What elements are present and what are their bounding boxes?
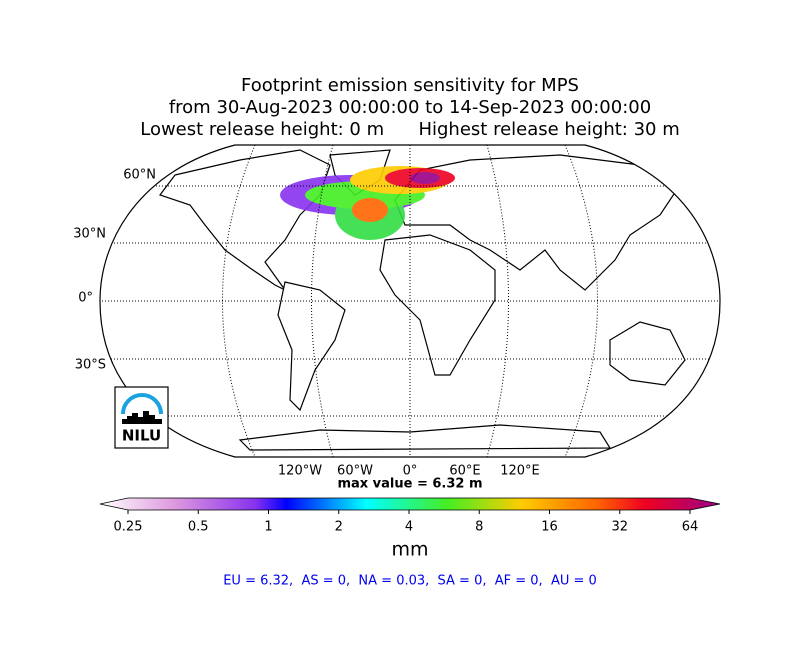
- lon-label: 0°: [403, 464, 418, 479]
- south-america: [277, 281, 346, 412]
- colorbar-tick-label: 0.25: [114, 520, 143, 535]
- colorbar-tick-label: 32: [611, 520, 628, 535]
- region-summary: EU = 6.32, AS = 0, NA = 0.03, SA = 0, AF…: [223, 574, 597, 589]
- map-border: [99, 144, 721, 458]
- logo-text: NILU: [122, 427, 161, 445]
- lat-labels: 60°N 30°N 0° 30°S: [73, 168, 156, 373]
- map: [100, 145, 720, 457]
- title: Footprint emission sensitivity for MPS f…: [140, 75, 680, 140]
- title-line: Lowest release height: 0 m Highest relea…: [140, 119, 680, 140]
- colorbar-tick-label: 16: [541, 520, 558, 535]
- lat-label: 30°S: [75, 358, 106, 373]
- lon-labels: 120°W 60°W 0° 60°E 120°E: [278, 464, 540, 479]
- colorbar-tick-label: 4: [405, 520, 413, 535]
- title-line: Footprint emission sensitivity for MPS: [241, 75, 579, 96]
- footprint: [280, 166, 455, 240]
- lat-label: 0°: [78, 291, 93, 306]
- lon-label: 120°E: [500, 464, 540, 479]
- logo: NILU: [114, 386, 169, 449]
- colorbar-tick-label: 2: [335, 520, 343, 535]
- colorbar-fill: [99, 497, 721, 511]
- colorbar-tick-label: 1: [264, 520, 272, 535]
- colorbar-label: mm: [391, 539, 428, 561]
- antarctica: [238, 424, 612, 451]
- lon-label: 60°W: [337, 464, 373, 479]
- australia: [609, 321, 686, 386]
- colorbar: mm 0.25 0.5 1 2 4 8 16 32 64: [99, 497, 721, 561]
- lat-label: 30°N: [73, 227, 106, 242]
- eurasia: [394, 154, 681, 291]
- max-value: max value = 6.32 m: [337, 477, 482, 492]
- title-line: from 30-Aug-2023 00:00:00 to 14-Sep-2023…: [169, 97, 651, 118]
- africa: [379, 234, 496, 376]
- lon-label: 60°E: [449, 464, 480, 479]
- lon-label: 120°W: [278, 464, 322, 479]
- colorbar-tick-label: 8: [475, 520, 483, 535]
- graticule: [100, 145, 720, 457]
- north-america: [159, 149, 331, 291]
- lat-label: 60°N: [123, 168, 156, 183]
- colorbar-tick-label: 0.5: [188, 520, 209, 535]
- colorbar-tick-label: 64: [682, 520, 699, 535]
